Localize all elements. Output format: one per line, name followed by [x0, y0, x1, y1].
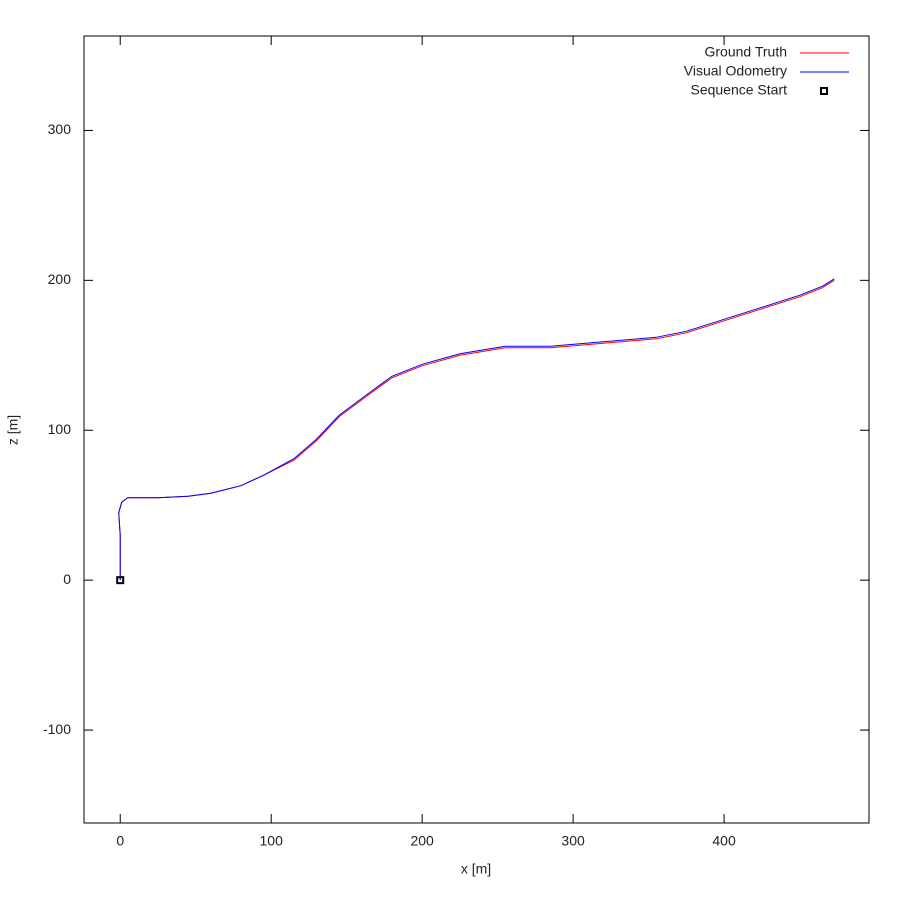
plot-frame	[83, 35, 870, 824]
y-tick-label: 0	[63, 571, 71, 587]
y-tick-label: -100	[43, 721, 71, 737]
legend-label: Sequence Start	[690, 82, 787, 98]
legend-label: Visual Odometry	[684, 63, 787, 79]
x-tick-label: 200	[410, 833, 434, 849]
trajectory-line	[118, 279, 835, 581]
y-tick-label: 200	[48, 271, 72, 287]
start-marker	[116, 576, 125, 585]
x-tick-label: 400	[712, 833, 736, 849]
x-axis-label: x [m]	[461, 861, 491, 877]
trajectory-line	[118, 278, 835, 581]
legend-label: Ground Truth	[705, 44, 788, 60]
y-tick-label: 100	[48, 421, 72, 437]
x-tick-label: 0	[116, 833, 124, 849]
y-tick-label: 300	[48, 121, 72, 137]
legend-marker	[820, 87, 828, 95]
y-axis-label: z [m]	[5, 415, 21, 445]
x-tick-label: 100	[260, 833, 284, 849]
x-tick-label: 300	[561, 833, 585, 849]
